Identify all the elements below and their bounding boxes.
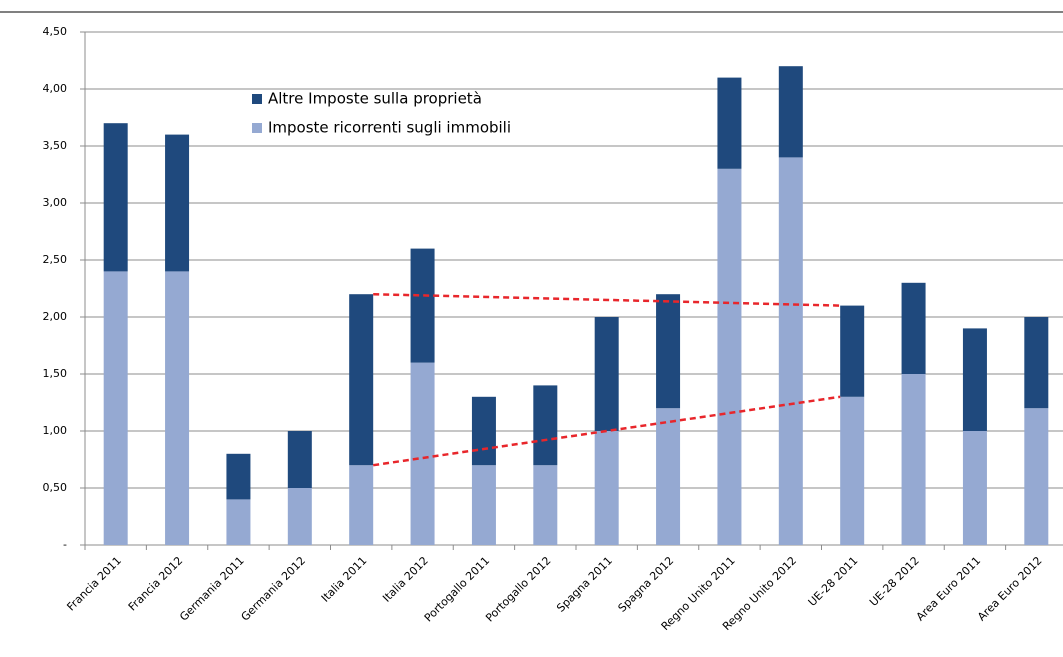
x-tick-label: UE-28 2012 [867, 554, 922, 609]
bar-segment [533, 465, 558, 545]
x-tick-label: Francia 2011 [64, 554, 123, 613]
x-tick-label: Italia 2011 [319, 554, 370, 605]
bar-segment [471, 465, 496, 545]
bar-segment [226, 499, 251, 545]
y-tick-label: 3,50 [43, 139, 68, 152]
bar-segment [287, 431, 312, 488]
x-tick-label: Portogallo 2011 [422, 554, 492, 624]
y-tick-label: 4,50 [43, 25, 68, 38]
bar-segment [165, 134, 190, 272]
x-tick-label: Spagna 2012 [616, 554, 677, 615]
bar-segment [103, 123, 128, 272]
bar-segment [901, 374, 926, 545]
x-tick-label: Portogallo 2012 [483, 554, 553, 624]
y-tick-label: 2,00 [43, 310, 68, 323]
x-tick-label: Spagna 2011 [554, 554, 615, 615]
bar-segment [103, 271, 128, 545]
bar-segment [165, 271, 190, 545]
y-tick-label: 2,50 [43, 253, 68, 266]
bar-segment [656, 408, 681, 545]
y-tick-label: 4,00 [43, 82, 68, 95]
bar-segment [287, 488, 312, 545]
bar-segment [717, 77, 742, 169]
y-tick-label: 3,00 [43, 196, 68, 209]
bar-segment [840, 305, 865, 397]
x-tick-label: Italia 2012 [380, 554, 431, 605]
bar-segment [226, 453, 251, 500]
x-tick-label: Germania 2012 [239, 554, 309, 624]
bar-segment [778, 157, 803, 545]
y-tick-label: 1,50 [43, 367, 68, 380]
bar-segment [962, 328, 987, 431]
bar-segment [778, 66, 803, 158]
comparison-line [373, 292, 841, 307]
bar-segment [410, 362, 435, 545]
y-tick-label: 0,50 [43, 481, 68, 494]
legend-label: Imposte ricorrenti sugli immobili [268, 119, 511, 137]
bar-segment [1024, 408, 1049, 545]
x-tick-label: UE-28 2011 [806, 554, 861, 609]
bar-segment [717, 168, 742, 546]
y-tick-label: 1,00 [43, 424, 68, 437]
bar-segment [410, 248, 435, 363]
bar-segment [656, 294, 681, 409]
bar-segment [901, 282, 926, 374]
bar-segment [840, 396, 865, 545]
legend-swatch [252, 94, 262, 104]
bar-segment [533, 385, 558, 466]
x-tick-label: Area Euro 2012 [975, 554, 1044, 623]
bar-segment [594, 431, 619, 545]
x-tick-label: Francia 2012 [126, 554, 185, 613]
bar-segment [962, 431, 987, 545]
legend-swatch [252, 123, 262, 133]
x-tick-label: Area Euro 2011 [914, 554, 983, 623]
bar-segment [471, 396, 496, 466]
comparison-line [373, 395, 841, 467]
bar-segment [594, 317, 619, 431]
legend-label: Altre Imposte sulla proprietà [268, 90, 482, 108]
x-tick-label: Germania 2011 [177, 554, 247, 624]
bar-segment [1024, 317, 1049, 409]
bar-segment [349, 465, 374, 545]
bar-segment [349, 294, 374, 466]
y-tick-label: - [63, 538, 67, 551]
